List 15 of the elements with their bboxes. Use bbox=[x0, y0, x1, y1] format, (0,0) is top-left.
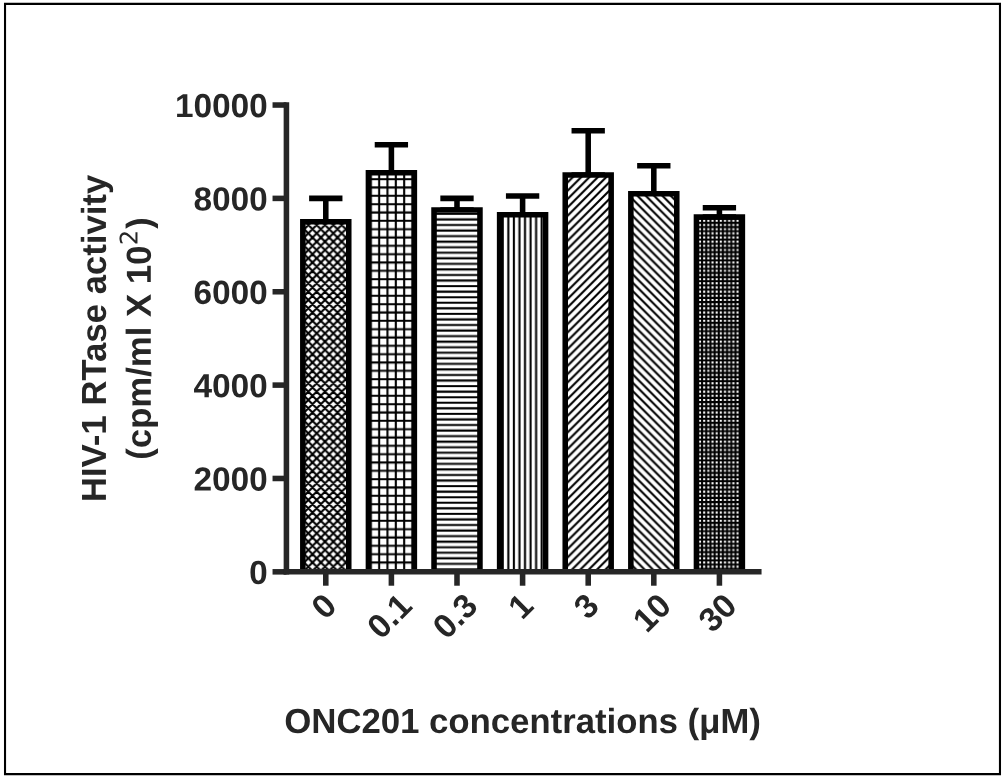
y-tick-label: 2000 bbox=[194, 467, 267, 491]
y-tick-label: 8000 bbox=[194, 187, 267, 211]
y-axis-title: HIV-1 RTase activity (cpm/ml X 10$^{2}$) bbox=[80, 174, 158, 500]
x-tick-label: 0.3 bbox=[431, 592, 479, 640]
y-tick-label: 0 bbox=[250, 560, 267, 585]
x-tick-label: 0.1 bbox=[365, 591, 414, 640]
x-axis-title: ONC201 concentrations (μM) bbox=[285, 707, 760, 741]
y-tick-label: 6000 bbox=[194, 280, 267, 305]
x-tick-label: 10 bbox=[631, 592, 673, 633]
x-tick-label: 30 bbox=[696, 592, 738, 634]
x-tick-label: 1 bbox=[507, 592, 535, 620]
x-tick-label: 3 bbox=[571, 592, 601, 621]
x-tick-label: 0 bbox=[309, 592, 338, 621]
y-tick-label: 4000 bbox=[194, 373, 267, 398]
y-tick-label: 10000 bbox=[177, 93, 267, 118]
